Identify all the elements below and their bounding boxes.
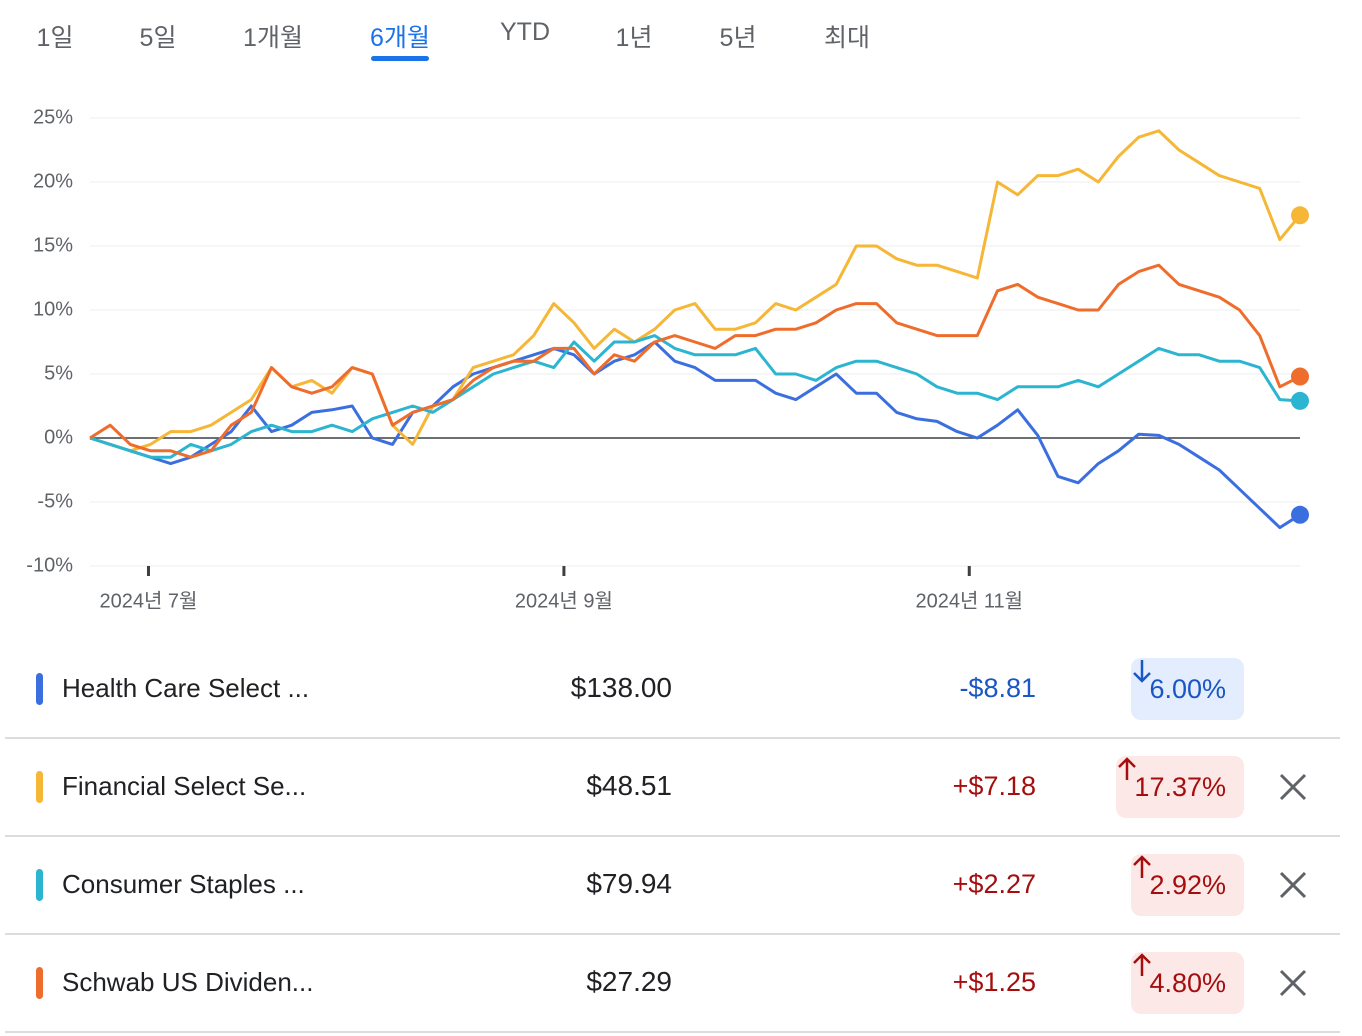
percent-text: 4.80% — [1149, 967, 1226, 998]
holding-row[interactable]: Financial Select Se... $48.51 +$7.18 17.37% — [0, 738, 1362, 837]
series-line — [89, 340, 1301, 530]
holding-row[interactable]: Schwab US Dividen... $27.29 +$1.25 4.80% — [0, 934, 1362, 1033]
tab-underline — [371, 56, 429, 61]
row-divider — [5, 933, 1340, 935]
y-tick-label: 5% — [44, 362, 73, 384]
legend-swatch — [36, 869, 43, 901]
series-line — [89, 334, 1301, 459]
holding-name: Schwab US Dividen... — [62, 967, 314, 997]
remove-button[interactable] — [1277, 771, 1309, 803]
range-tab[interactable]: YTD — [500, 18, 550, 46]
chart: 25% 20% 15% 10% 5% 0% -5% -10% 2024년 7월 2024년 9월 2… — [26, 106, 1309, 612]
range-tab[interactable]: 1개월 — [243, 24, 303, 52]
remove-button[interactable] — [1277, 869, 1309, 901]
holding-name: Financial Select Se... — [62, 771, 307, 801]
x-tick-label: 2024년 9월 — [515, 589, 613, 612]
price: $138.00 — [570, 672, 672, 703]
arrow-down-icon — [1133, 660, 1152, 683]
x-tick-label: 2024년 11월 — [915, 589, 1023, 612]
remove-button[interactable] — [1277, 967, 1309, 999]
holding-row[interactable]: Consumer Staples ... $79.94 +$2.27 2.92% — [0, 836, 1362, 935]
end-dot — [1291, 367, 1309, 386]
percent-text: 17.37% — [1134, 771, 1226, 802]
range-tab[interactable]: 1년 — [615, 24, 653, 52]
holding-row[interactable]: Health Care Select ... $138.00 -$8.81 6.00% — [0, 640, 1362, 739]
y-tick-label: 20% — [33, 170, 73, 192]
range-tab[interactable]: 6개월 — [370, 24, 430, 52]
y-tick-label: 15% — [33, 234, 73, 256]
y-tick-label: 0% — [44, 426, 73, 448]
y-tick-label: -10% — [26, 554, 73, 576]
percent-badge: 4.80% — [1131, 952, 1244, 1014]
price: $79.94 — [586, 868, 672, 899]
end-dot — [1291, 505, 1309, 524]
change: -$8.81 — [959, 673, 1036, 703]
change: +$7.18 — [952, 771, 1036, 801]
row-divider — [5, 737, 1340, 739]
price: $27.29 — [586, 966, 672, 997]
percent-text: 2.92% — [1149, 869, 1226, 900]
price: $48.51 — [586, 770, 672, 801]
arrow-up-icon — [1133, 855, 1152, 878]
row-divider — [5, 1031, 1340, 1033]
change: +$2.27 — [952, 869, 1036, 899]
row-divider — [5, 835, 1340, 837]
range-tab[interactable]: 5년 — [719, 24, 757, 52]
legend-swatch — [36, 967, 43, 999]
y-tick-label: -5% — [37, 490, 73, 512]
y-tick-label: 10% — [33, 298, 73, 320]
percent-badge: 2.92% — [1131, 854, 1244, 916]
percent-text: 6.00% — [1149, 673, 1226, 704]
series-line — [89, 129, 1302, 453]
range-tab[interactable]: 1일 — [36, 24, 74, 52]
arrow-up-icon — [1118, 757, 1137, 780]
series-line — [89, 263, 1301, 459]
holding-name: Health Care Select ... — [62, 673, 310, 703]
holding-name: Consumer Staples ... — [62, 869, 305, 899]
end-dot — [1291, 206, 1309, 225]
change: +$1.25 — [952, 967, 1036, 997]
percent-badge: 6.00% — [1131, 658, 1244, 720]
range-tab[interactable]: 최대 — [823, 24, 871, 52]
percent-badge: 17.37% — [1116, 756, 1244, 818]
y-tick-label: 25% — [33, 106, 73, 128]
end-dot — [1291, 391, 1309, 410]
legend-swatch — [36, 771, 43, 803]
x-tick-label: 2024년 7월 — [99, 589, 197, 612]
legend-swatch — [36, 673, 43, 705]
range-tab[interactable]: 5일 — [139, 24, 177, 52]
arrow-up-icon — [1133, 953, 1152, 976]
